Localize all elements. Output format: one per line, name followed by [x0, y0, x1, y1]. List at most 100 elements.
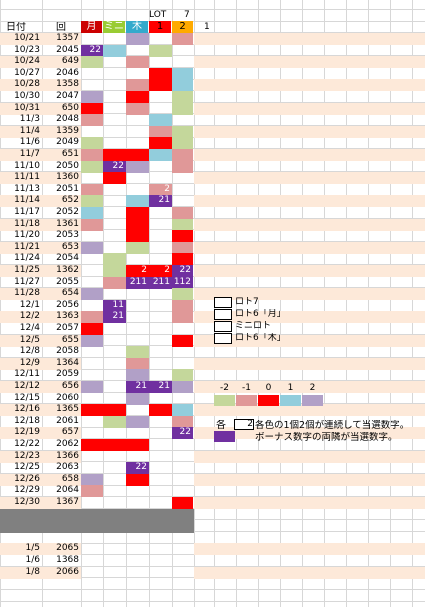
- row-date[interactable]: 12/23: [14, 451, 40, 461]
- row-round[interactable]: 657: [61, 427, 79, 437]
- row-date[interactable]: 12/8: [19, 346, 40, 356]
- result-cell[interactable]: [103, 277, 126, 289]
- result-cell[interactable]: [126, 103, 149, 115]
- row-round[interactable]: 2045: [56, 45, 79, 55]
- row-date[interactable]: 11/27: [14, 277, 40, 287]
- row-round[interactable]: 2065: [56, 543, 79, 553]
- row-round[interactable]: 653: [61, 242, 79, 252]
- row-date[interactable]: 11/28: [14, 288, 40, 298]
- result-cell[interactable]: [172, 207, 193, 219]
- result-cell[interactable]: [103, 439, 126, 451]
- row-date[interactable]: 12/2: [19, 311, 40, 321]
- row-date[interactable]: 11/17: [14, 207, 40, 217]
- result-cell[interactable]: [126, 56, 149, 68]
- row-date[interactable]: 1/6: [25, 555, 40, 565]
- result-cell[interactable]: [81, 404, 103, 416]
- row-round[interactable]: 2057: [56, 323, 79, 333]
- result-cell[interactable]: 21: [103, 311, 126, 323]
- result-cell[interactable]: [126, 439, 149, 451]
- row-round[interactable]: 1363: [56, 311, 79, 321]
- result-cell[interactable]: [81, 219, 103, 231]
- scale-swatch[interactable]: [280, 395, 301, 406]
- header-lot-number[interactable]: 7: [184, 10, 190, 20]
- row-date[interactable]: 11/25: [14, 265, 40, 275]
- row-date[interactable]: 1/8: [25, 567, 40, 577]
- result-cell[interactable]: [81, 474, 103, 486]
- row-round[interactable]: 1366: [56, 451, 79, 461]
- row-round[interactable]: 658: [61, 474, 79, 484]
- result-cell[interactable]: 211: [126, 277, 149, 289]
- scale-swatch[interactable]: [258, 395, 279, 406]
- row-date[interactable]: 11/4: [19, 126, 40, 136]
- result-cell[interactable]: [81, 161, 103, 173]
- row-round[interactable]: 1368: [56, 555, 79, 565]
- row-date[interactable]: 10/21: [14, 33, 40, 43]
- result-cell[interactable]: [172, 126, 193, 138]
- row-round[interactable]: 2049: [56, 137, 79, 147]
- result-cell[interactable]: [172, 242, 193, 254]
- row-date[interactable]: 11/3: [19, 114, 40, 124]
- row-round[interactable]: 1358: [56, 79, 79, 89]
- result-cell[interactable]: [103, 416, 126, 428]
- row-date[interactable]: 11/13: [14, 184, 40, 194]
- row-round[interactable]: 2048: [56, 114, 79, 124]
- result-cell[interactable]: 2: [149, 184, 172, 196]
- result-cell[interactable]: [149, 114, 172, 126]
- result-cell[interactable]: [81, 207, 103, 219]
- row-round[interactable]: 651: [61, 149, 79, 159]
- row-date[interactable]: 12/1: [19, 300, 40, 310]
- result-cell[interactable]: 21: [149, 381, 172, 393]
- result-cell[interactable]: [103, 404, 126, 416]
- result-cell[interactable]: [149, 404, 172, 416]
- row-round[interactable]: 2046: [56, 68, 79, 78]
- row-date[interactable]: 10/27: [14, 68, 40, 78]
- result-cell[interactable]: [172, 149, 193, 161]
- result-cell[interactable]: [126, 207, 149, 219]
- row-round[interactable]: 2054: [56, 253, 79, 263]
- header-col-lot1[interactable]: 1: [149, 21, 171, 33]
- row-date[interactable]: 12/29: [14, 485, 40, 495]
- result-cell[interactable]: 211: [149, 277, 172, 289]
- note-bonus[interactable]: ボーナス数字の両隣が当選数字。: [255, 432, 398, 443]
- result-cell[interactable]: [126, 416, 149, 428]
- row-round[interactable]: 2047: [56, 91, 79, 101]
- row-date[interactable]: 10/24: [14, 56, 40, 66]
- result-cell[interactable]: 22: [172, 265, 193, 277]
- header-col-mon[interactable]: 月: [81, 21, 102, 33]
- legend-label-loto6-mon[interactable]: ロト6「月」: [235, 309, 286, 319]
- row-date[interactable]: 12/26: [14, 474, 40, 484]
- result-cell[interactable]: [126, 91, 149, 103]
- row-round[interactable]: 1364: [56, 358, 79, 368]
- row-date[interactable]: 12/5: [19, 335, 40, 345]
- result-cell[interactable]: [126, 161, 149, 173]
- result-cell[interactable]: 21: [126, 381, 149, 393]
- row-date[interactable]: 11/24: [14, 253, 40, 263]
- result-cell[interactable]: [81, 114, 103, 126]
- row-date[interactable]: 1/5: [25, 543, 40, 553]
- legend-label-loto6-thu[interactable]: ロト6「木」: [235, 333, 286, 343]
- row-date[interactable]: 10/28: [14, 79, 40, 89]
- result-cell[interactable]: [149, 68, 172, 80]
- row-date[interactable]: 12/11: [14, 369, 40, 379]
- row-round[interactable]: 1360: [56, 172, 79, 182]
- result-cell[interactable]: 22: [126, 462, 149, 474]
- row-date[interactable]: 12/25: [14, 462, 40, 472]
- result-cell[interactable]: [126, 346, 149, 358]
- result-cell[interactable]: [103, 265, 126, 277]
- result-cell[interactable]: [81, 288, 103, 300]
- row-date[interactable]: 12/30: [14, 497, 40, 507]
- row-round[interactable]: 2050: [56, 161, 79, 171]
- row-date[interactable]: 12/19: [14, 427, 40, 437]
- result-cell[interactable]: [103, 253, 126, 265]
- row-round[interactable]: 2059: [56, 369, 79, 379]
- result-cell[interactable]: [81, 184, 103, 196]
- row-round[interactable]: 656: [61, 381, 79, 391]
- result-cell[interactable]: [172, 335, 193, 347]
- result-cell[interactable]: [172, 161, 193, 173]
- row-round[interactable]: 650: [61, 103, 79, 113]
- result-cell[interactable]: [126, 230, 149, 242]
- result-cell[interactable]: [172, 311, 193, 323]
- result-cell[interactable]: [172, 33, 193, 45]
- row-round[interactable]: 1362: [56, 265, 79, 275]
- row-round[interactable]: 1367: [56, 497, 79, 507]
